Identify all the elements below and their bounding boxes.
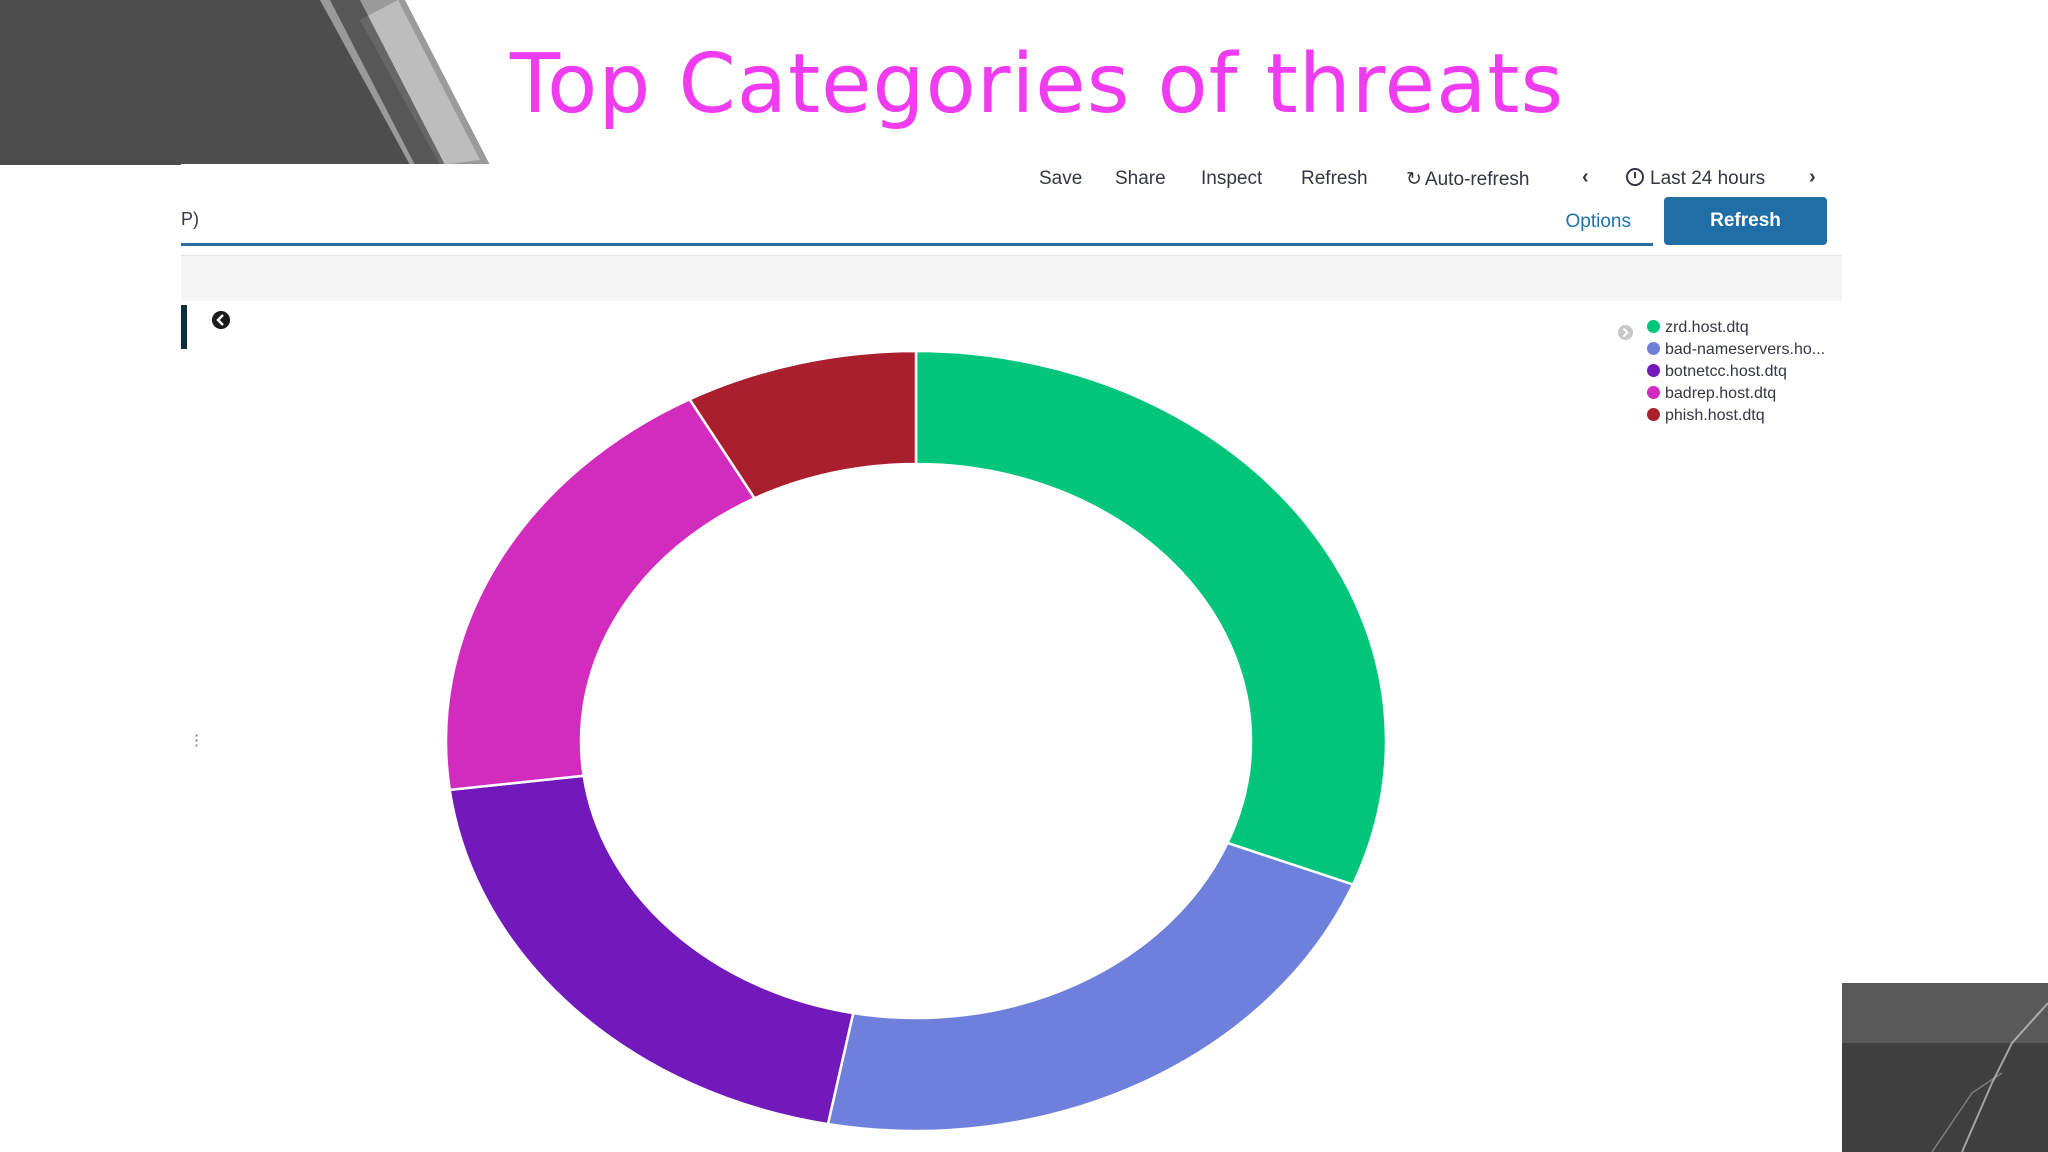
top-menu: Save Share Inspect Refresh ↻ Auto-refresh…: [181, 164, 1842, 196]
refresh-menu-item[interactable]: Refresh: [1301, 168, 1368, 189]
filter-bar: [181, 255, 1842, 302]
share-menu-item[interactable]: Share: [1115, 168, 1166, 189]
inspect-menu-item[interactable]: Inspect: [1201, 168, 1263, 189]
legend-item[interactable]: badrep.host.dtq: [1647, 385, 1776, 403]
donut-slice-botnetcc-host-dtq[interactable]: [448, 774, 855, 1126]
refresh-icon: ↻: [1406, 169, 1422, 190]
legend-label: bad-nameservers.ho...: [1665, 341, 1826, 358]
donut-slice-zrd-host-dtq[interactable]: [914, 349, 1388, 887]
options-link[interactable]: Options: [1565, 211, 1631, 232]
donut-slice-bad-nameservers-ho[interactable]: [826, 841, 1355, 1133]
donut-slice-badrep-host-dtq[interactable]: [444, 397, 757, 792]
legend-label: zrd.host.dtq: [1665, 319, 1749, 336]
legend-dot-icon: [1647, 342, 1660, 355]
time-range-picker[interactable]: Last 24 hours: [1626, 168, 1765, 190]
legend-dot-icon: [1647, 386, 1660, 399]
legend-dot-icon: [1647, 364, 1660, 377]
save-menu-item[interactable]: Save: [1039, 168, 1083, 189]
clock-icon: [1626, 168, 1644, 186]
donut-chart: [444, 349, 1388, 1133]
legend-item[interactable]: bad-nameservers.ho...: [1647, 341, 1825, 359]
query-bar[interactable]: P) Options: [181, 199, 1653, 246]
legend-label: badrep.host.dtq: [1665, 385, 1777, 402]
legend-label: phish.host.dtq: [1665, 407, 1765, 424]
legend-toggle-icon[interactable]: [1617, 324, 1634, 341]
query-input-text[interactable]: P): [181, 209, 199, 229]
donut-slice-phish-host-dtq[interactable]: [687, 349, 918, 500]
legend-item[interactable]: phish.host.dtq: [1647, 407, 1765, 425]
legend-dot-icon: [1647, 320, 1660, 333]
legend-label: botnetcc.host.dtq: [1665, 363, 1787, 380]
collapse-chevron-icon[interactable]: [211, 310, 231, 330]
slide-decoration-top-left: [0, 0, 490, 165]
dashboard-screenshot: Save Share Inspect Refresh ↻ Auto-refresh…: [181, 164, 1842, 1152]
slide-title: Top Categories of threats: [510, 37, 1565, 132]
legend-item[interactable]: botnetcc.host.dtq: [1647, 363, 1787, 381]
auto-refresh-menu-item[interactable]: ↻ Auto-refresh: [1406, 168, 1529, 191]
visualization-panel: · · · zrd.host.dtq bad-nameservers.ho... bot…: [181, 301, 1842, 1152]
chevron-left-icon[interactable]: ‹: [1582, 166, 1589, 188]
legend-item[interactable]: zrd.host.dtq: [1647, 319, 1749, 337]
time-range-label: Last 24 hours: [1650, 168, 1766, 189]
legend-dot-icon: [1647, 408, 1660, 421]
auto-refresh-label: Auto-refresh: [1424, 169, 1530, 190]
panel-accent-bar: [181, 305, 187, 349]
resize-handle[interactable]: · · ·: [194, 726, 200, 755]
chevron-right-icon[interactable]: ›: [1809, 166, 1816, 188]
slide-decoration-bottom-right: [1842, 983, 2048, 1152]
refresh-button[interactable]: Refresh: [1664, 197, 1827, 245]
